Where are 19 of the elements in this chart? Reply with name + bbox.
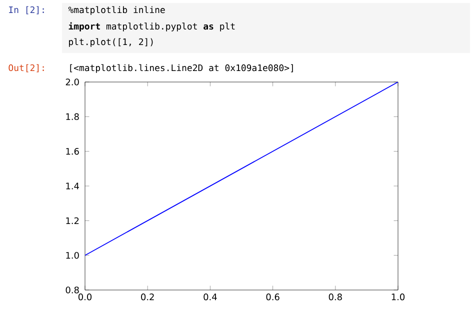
text: plt.plot([1, 2]) <box>69 38 153 47</box>
x-tick-label: 0.8 <box>328 294 342 300</box>
y-tick-label: 1.4 <box>66 182 79 190</box>
y-tick-label: 1.0 <box>66 252 79 259</box>
y-tick-label: 0.8 <box>66 286 79 294</box>
text: import matplotlib.pyplot as plt <box>68 22 235 32</box>
text: [<matplotlib.lines.Line2D at 0x109a1e080>] <box>70 64 293 73</box>
text: In [2]: <box>9 6 44 14</box>
y-tick-label: 1.2 <box>66 217 79 224</box>
x-tick-label: 1.0 <box>392 294 405 300</box>
text: %matplotlib inline <box>68 6 165 15</box>
text: Out[2]: <box>8 64 44 72</box>
y-tick-label: 1.8 <box>66 113 79 120</box>
x-tick-label: 0.0 <box>78 294 92 300</box>
x-tick-label: 0.4 <box>204 294 217 300</box>
x-tick-label: 0.2 <box>141 294 154 300</box>
y-tick-label: 2.0 <box>66 78 79 86</box>
y-tick-label: 1.6 <box>66 148 79 155</box>
x-tick-label: 0.6 <box>266 294 280 300</box>
